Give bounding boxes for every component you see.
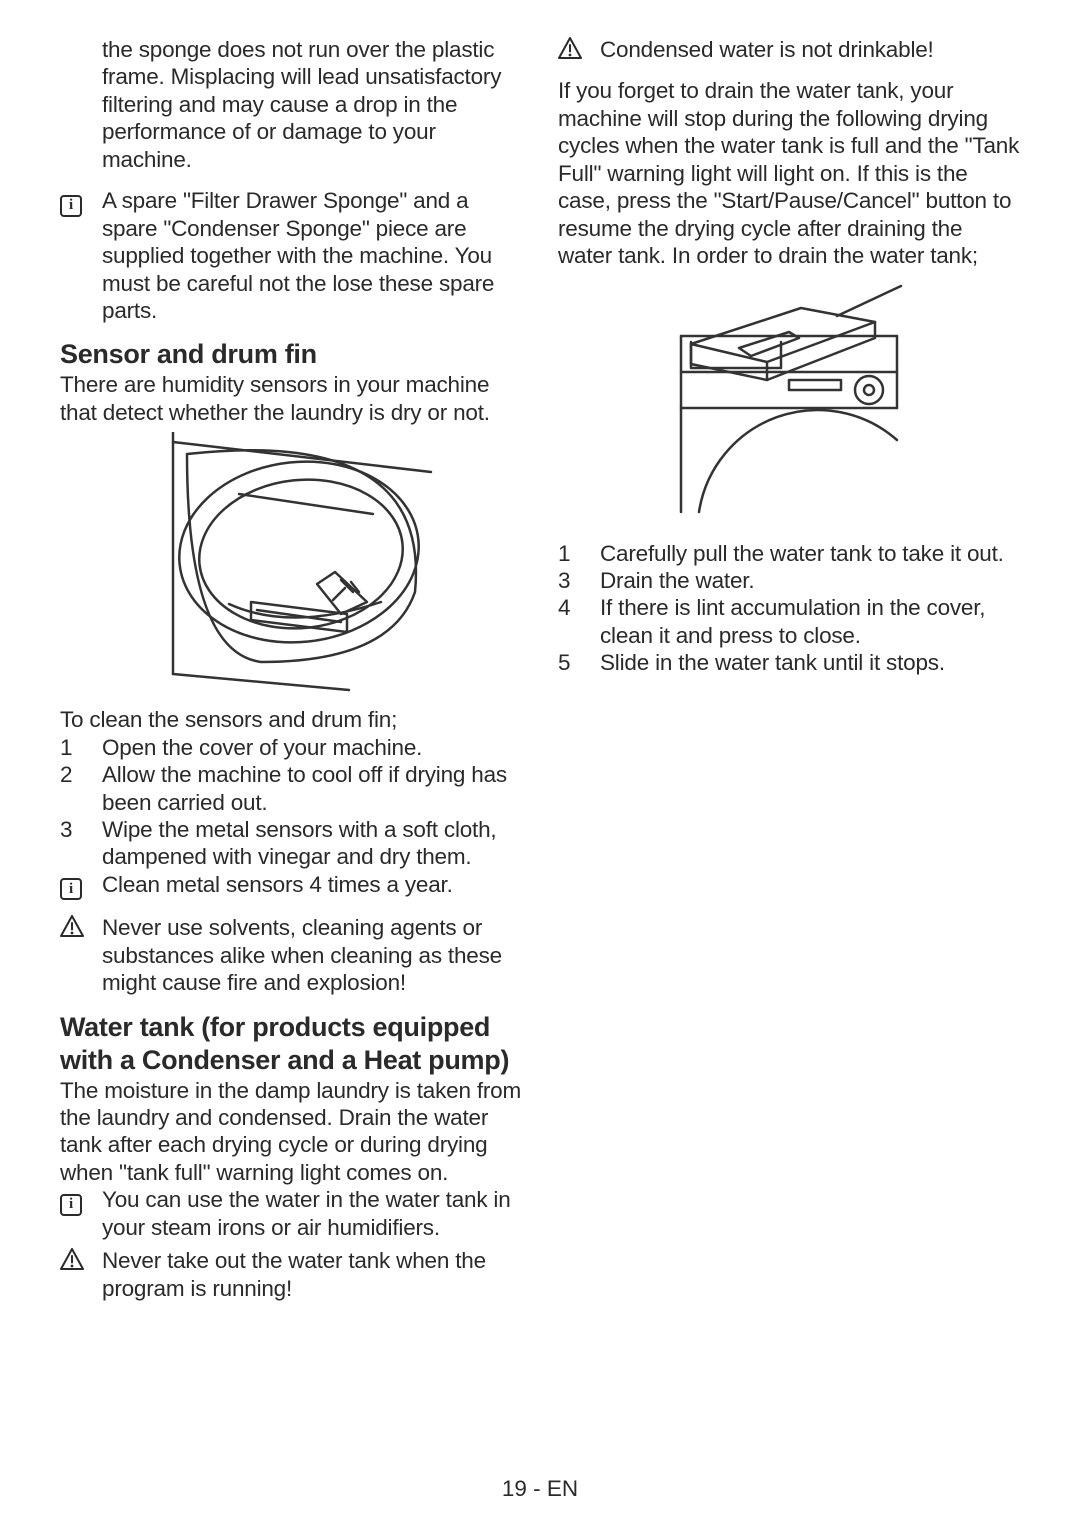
right-column: Condensed water is not drinkable! If you…: [558, 36, 1020, 1302]
clean-frequency-note: i Clean metal sensors 4 times a year.: [60, 871, 522, 901]
water-tank-paragraph: The moisture in the damp laundry is take…: [60, 1077, 522, 1187]
clean-steps-list: 1 Open the cover of your machine. 2 Allo…: [60, 734, 522, 871]
list-item: 4 If there is lint accumulation in the c…: [558, 594, 1020, 649]
page-number: 19 - EN: [0, 1476, 1080, 1502]
info-icon: i: [60, 187, 102, 217]
not-drinkable-warning: Condensed water is not drinkable!: [558, 36, 1020, 63]
warning-icon: [558, 36, 600, 59]
list-item: 1 Open the cover of your machine.: [60, 734, 522, 761]
figure-water-tank: [558, 280, 1020, 520]
intro-paragraph: the sponge does not run over the plastic…: [60, 36, 522, 173]
solvents-warning: Never use solvents, cleaning agents or s…: [60, 914, 522, 996]
tank-running-warning: Never take out the water tank when the p…: [60, 1247, 522, 1302]
list-item: 1 Carefully pull the water tank to take …: [558, 540, 1020, 567]
sensor-paragraph: There are humidity sensors in your machi…: [60, 371, 522, 426]
spare-parts-note: i A spare "Filter Drawer Sponge" and a s…: [60, 187, 522, 324]
list-item: 2 Allow the machine to cool off if dryin…: [60, 761, 522, 816]
tank-full-paragraph: If you forget to drain the water tank, y…: [558, 77, 1020, 269]
left-column: the sponge does not run over the plastic…: [60, 36, 522, 1302]
info-icon: i: [60, 871, 102, 901]
heading-sensor-drum-fin: Sensor and drum fin: [60, 338, 522, 371]
drain-steps-list: 1 Carefully pull the water tank to take …: [558, 540, 1020, 677]
heading-water-tank: Water tank (for products equipped with a…: [60, 1011, 522, 1077]
figure-sensor-drum: [60, 432, 522, 692]
clean-intro: To clean the sensors and drum fin;: [60, 706, 522, 733]
list-item: 5 Slide in the water tank until it stops…: [558, 649, 1020, 676]
warning-icon: [60, 914, 102, 937]
list-item: 3 Drain the water.: [558, 567, 1020, 594]
info-icon: i: [60, 1186, 102, 1216]
water-reuse-note: i You can use the water in the water tan…: [60, 1186, 522, 1241]
page-body: the sponge does not run over the plastic…: [60, 36, 1020, 1302]
warning-icon: [60, 1247, 102, 1270]
list-item: 3 Wipe the metal sensors with a soft clo…: [60, 816, 522, 871]
